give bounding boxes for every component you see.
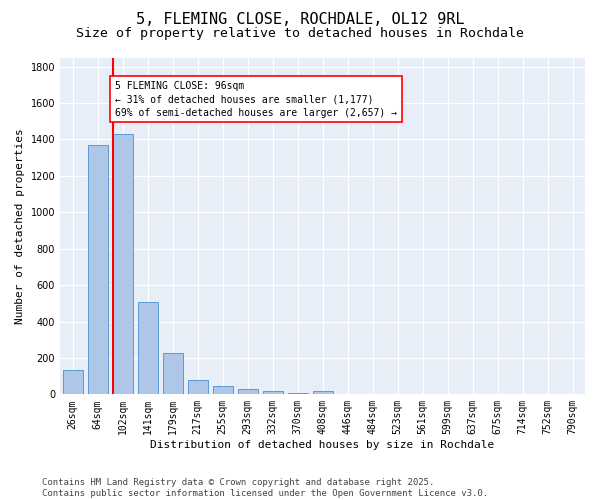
Y-axis label: Number of detached properties: Number of detached properties: [15, 128, 25, 324]
Bar: [212, 386, 233, 394]
Bar: [88, 145, 107, 394]
Text: 5 FLEMING CLOSE: 96sqm
← 31% of detached houses are smaller (1,177)
69% of semi-: 5 FLEMING CLOSE: 96sqm ← 31% of detached…: [115, 81, 397, 118]
Bar: [263, 391, 283, 394]
Text: Size of property relative to detached houses in Rochdale: Size of property relative to detached ho…: [76, 28, 524, 40]
Bar: [62, 370, 83, 394]
Text: 5, FLEMING CLOSE, ROCHDALE, OL12 9RL: 5, FLEMING CLOSE, ROCHDALE, OL12 9RL: [136, 12, 464, 28]
Bar: [163, 354, 182, 395]
X-axis label: Distribution of detached houses by size in Rochdale: Distribution of detached houses by size …: [151, 440, 494, 450]
Bar: [238, 389, 257, 394]
Bar: [313, 390, 332, 394]
Bar: [188, 380, 208, 394]
Text: Contains HM Land Registry data © Crown copyright and database right 2025.
Contai: Contains HM Land Registry data © Crown c…: [42, 478, 488, 498]
Bar: [137, 302, 158, 394]
Bar: [113, 134, 133, 394]
